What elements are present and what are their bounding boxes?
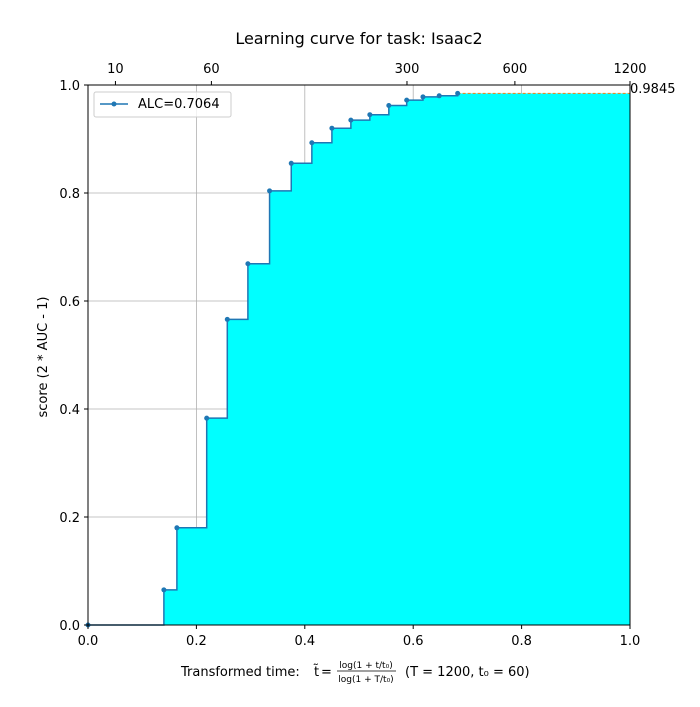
y-tick-label: 0.0 xyxy=(59,619,80,634)
legend-marker-sample xyxy=(111,101,117,107)
top-tick-label: 300 xyxy=(395,62,420,77)
legend-label: ALC=0.7064 xyxy=(138,97,220,112)
x-tick-label: 1.0 xyxy=(620,634,641,649)
y-tick-label: 0.4 xyxy=(59,403,80,418)
data-point-marker xyxy=(455,90,461,96)
x-axis-label: Transformed time: t̃ = log(1 + t/t₀) log… xyxy=(180,661,530,685)
x-tick-label: 0.6 xyxy=(403,634,424,649)
data-point-marker xyxy=(367,112,373,118)
data-point-marker xyxy=(436,93,442,99)
top-tick-label: 10 xyxy=(107,62,124,77)
x-axis-label-fraction-denominator: log(1 + T/t₀) xyxy=(338,675,393,685)
data-point-marker xyxy=(204,415,210,421)
x-tick-label: 0.8 xyxy=(511,634,532,649)
y-tick-label: 1.0 xyxy=(59,79,80,94)
x-axis-label-prefix: Transformed time: xyxy=(180,665,300,680)
data-point-marker xyxy=(329,125,335,131)
top-tick-label: 60 xyxy=(203,62,220,77)
x-axis-label-tilde-t: t̃ xyxy=(313,665,319,680)
chart-title: Learning curve for task: Isaac2 xyxy=(235,29,482,48)
score-markers xyxy=(85,90,461,628)
data-point-marker xyxy=(161,587,167,593)
score-area-fill xyxy=(88,93,630,626)
final-score-label: 0.9845 xyxy=(630,82,676,97)
x-axis-label-fraction-numerator: log(1 + t/t₀) xyxy=(339,661,392,671)
x-tick-label: 0.0 xyxy=(78,634,99,649)
data-point-marker xyxy=(267,188,273,194)
y-tick-label: 0.8 xyxy=(59,187,80,202)
data-point-marker xyxy=(420,94,426,100)
data-point-marker xyxy=(174,525,180,531)
data-point-marker xyxy=(224,316,230,322)
top-tick-label: 1200 xyxy=(613,62,646,77)
y-axis-label: score (2 * AUC - 1) xyxy=(36,297,51,418)
y-tick-label: 0.2 xyxy=(59,511,80,526)
data-point-marker xyxy=(348,117,354,123)
data-point-marker xyxy=(386,103,392,109)
bottom-axis: 0.0 0.2 0.4 0.6 0.8 1.0 xyxy=(78,625,641,649)
data-point-marker xyxy=(288,160,294,166)
top-tick-label: 600 xyxy=(502,62,527,77)
plot-frame xyxy=(87,84,631,626)
legend: ALC=0.7064 xyxy=(93,91,232,118)
x-tick-label: 0.2 xyxy=(186,634,207,649)
x-axis-label-equals: = xyxy=(321,665,332,680)
data-point-marker xyxy=(309,140,315,146)
x-axis-label-parameters: (T = 1200, t₀ = 60) xyxy=(405,665,530,680)
data-point-marker xyxy=(404,97,410,103)
left-axis: 0.0 0.2 0.4 0.6 0.8 1.0 xyxy=(59,79,88,634)
data-point-marker xyxy=(245,261,251,267)
legend-box xyxy=(93,91,232,118)
x-tick-label: 0.4 xyxy=(294,634,315,649)
y-tick-label: 0.6 xyxy=(59,295,80,310)
top-axis: 10 60 300 600 1200 xyxy=(107,62,647,85)
